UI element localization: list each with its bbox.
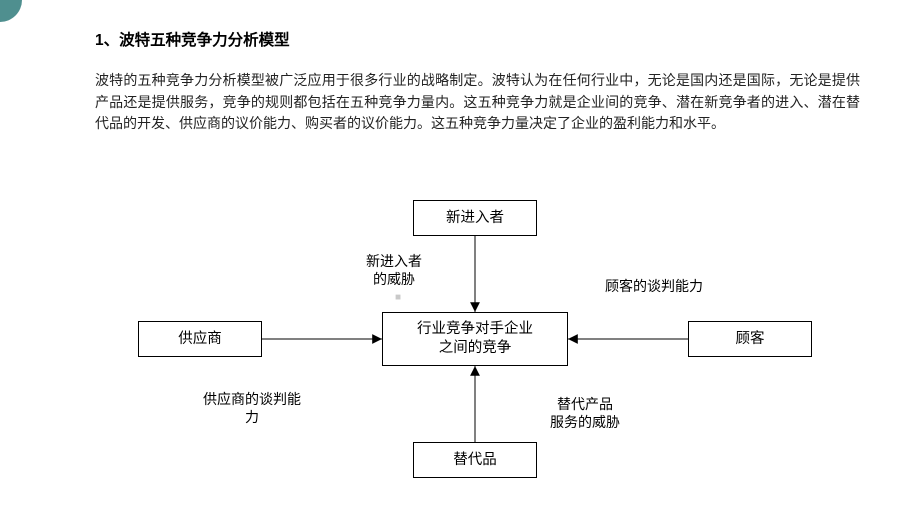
edge-label: 供应商的谈判能 力: [203, 390, 301, 426]
node-right: 顾客: [688, 321, 812, 357]
node-bottom: 替代品: [413, 442, 537, 478]
node-top: 新进入者: [413, 200, 537, 236]
content-area: 1、波特五种竞争力分析模型 波特的五种竞争力分析模型被广泛应用于很多行业的战略制…: [0, 0, 920, 135]
node-left: 供应商: [138, 321, 262, 357]
node-center: 行业竞争对手企业 之间的竞争: [382, 312, 568, 366]
edge-label: 顾客的谈判能力: [605, 277, 703, 295]
intro-paragraph: 波特的五种竞争力分析模型被广泛应用于很多行业的战略制定。波特认为在任何行业中，无…: [95, 70, 860, 135]
edge-label: 新进入者 的威胁: [366, 252, 422, 288]
page-title: 1、波特五种竞争力分析模型: [95, 28, 860, 50]
five-forces-diagram: 行业竞争对手企业 之间的竞争 新进入者替代品 供应商 顾客 新进入者 的威胁替代产品 服…: [0, 190, 920, 520]
edge-label: 替代产品 服务的威胁: [550, 395, 620, 431]
